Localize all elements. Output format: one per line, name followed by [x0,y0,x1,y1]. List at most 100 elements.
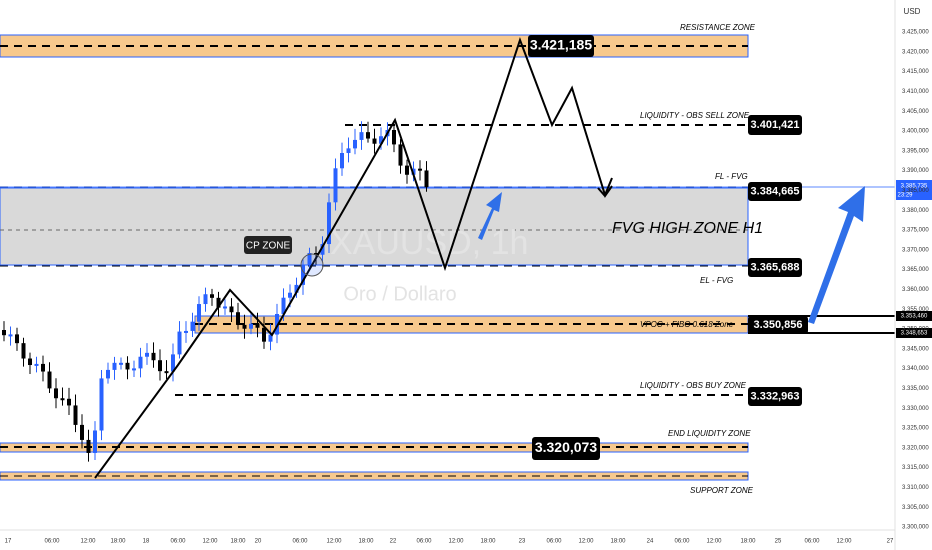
time-label: 12:00 [448,539,464,545]
time-label: 06:00 [170,539,186,545]
candle-body [177,331,182,355]
fvg-label: FVG HIGH ZONE H1 [612,220,763,237]
time-label: 18:00 [610,539,626,545]
candle-body [73,405,78,425]
candle-body [28,358,32,366]
candle-body [164,371,169,374]
time-label: 06:00 [546,539,562,545]
price-label: 3.315,000 [902,465,929,471]
candle-body [359,132,364,140]
candle-body [398,144,403,166]
candle-body [190,321,195,331]
projection-path [94,36,613,479]
candle-body [210,294,214,298]
candle-body [314,253,318,256]
price-box-label: 3.401,421 [751,119,800,131]
price-label: 3.420,000 [902,49,929,55]
price-box-label: 3.421,185 [530,37,592,53]
candle-body [327,202,331,245]
candle-body [158,360,162,372]
current-price: 3.385,735 [901,184,928,190]
price-label: 3.425,000 [902,30,929,36]
candles [2,121,429,462]
price-label: 3.355,000 [902,307,929,313]
candle-body [119,362,123,365]
blue-arrow [808,186,865,324]
price-label: 3.370,000 [902,247,929,253]
cp-zone-box [244,236,292,254]
candle-body [229,306,234,313]
price-box [748,258,802,277]
candle-body [80,424,84,440]
price-label: 3.330,000 [902,406,929,412]
price-label: 3.380,000 [902,208,929,214]
fvg-band [0,187,749,266]
candle-body [2,330,6,336]
price-label: 3.375,000 [902,228,929,234]
candle-body [301,265,305,285]
candle-body [184,330,188,333]
time-label: 22 [390,539,397,545]
time-label: 06:00 [674,539,690,545]
cp-circle [300,253,324,277]
time-label: 23 [519,539,526,545]
price-box-label: 3.332,963 [751,390,800,402]
time-label: 12:00 [706,539,722,545]
time-label: 25 [775,539,782,545]
zone-label: END LIQUIDITY ZONE [668,429,751,438]
candle-body [340,153,344,169]
zone-label: FL - FVG [715,172,748,181]
zone-label: VPOC + FIBO 0.618 Zone [640,320,734,329]
price-label: 3.350,000 [902,327,929,333]
candle-body [223,306,227,309]
current-price-tag [896,180,932,200]
price-box-label: 3.365,688 [751,261,800,273]
candle-body [236,312,240,325]
time-label: 24 [647,539,654,545]
candle-body [197,304,201,322]
currency-label: USD [904,7,921,16]
candle-body [255,323,260,328]
time-label: 12:00 [578,539,594,545]
candle-body [216,297,221,308]
zone-label: LIQUIDITY - OBS BUY ZONE [640,381,747,390]
candle-body [125,362,130,370]
price-label: 3.325,000 [902,426,929,432]
time-label: 18:00 [230,539,246,545]
candle-body [424,170,429,188]
candle-body [34,363,39,366]
watermark-symbol: XAUUSD, 1h [330,224,528,262]
zone-label: EL - FVG [700,276,733,285]
time-label: 27 [887,539,894,545]
price-box [748,387,802,406]
price-label: 3.390,000 [902,168,929,174]
candle-body [242,324,247,329]
candle-body [15,334,19,344]
lower-price: 3.348,653 [901,331,928,337]
time-label: 06:00 [804,539,820,545]
candle-body [249,323,253,329]
projection-arrowhead [597,185,613,198]
time-label: 12:00 [80,539,96,545]
time-label: 17 [5,539,12,545]
time-label: 18:00 [740,539,756,545]
candle-body [320,244,325,255]
candle-body [294,284,299,293]
zone-label: RESISTANCE ZONE [680,23,756,32]
price-label: 3.365,000 [902,267,929,273]
candle-body [392,130,396,145]
time-label: 20 [255,539,262,545]
candle-body [366,132,370,139]
time-label: 06:00 [292,539,308,545]
candle-body [281,297,286,315]
candle-body [418,168,422,171]
price-label: 3.415,000 [902,69,929,75]
price-label: 3.340,000 [902,366,929,372]
price-label: 3.320,000 [902,445,929,451]
price-box [748,115,802,135]
candle-body [106,369,110,379]
candle-body [203,294,208,305]
candle-body [372,138,377,144]
candle-body [145,352,149,357]
